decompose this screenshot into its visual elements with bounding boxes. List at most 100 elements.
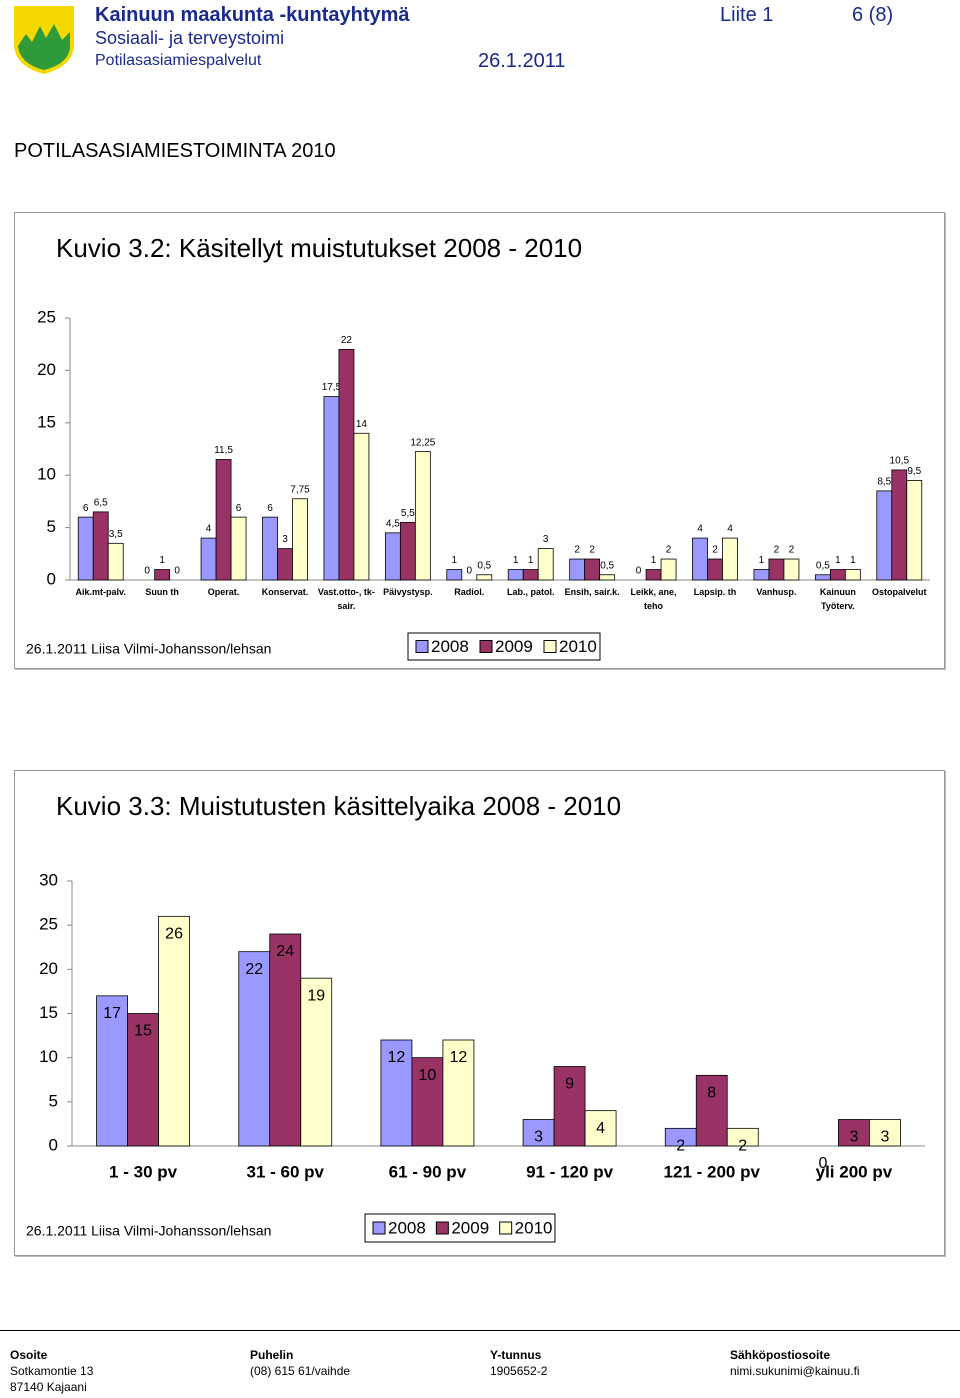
data-label: 22 xyxy=(245,961,263,978)
data-label: 4 xyxy=(596,1120,605,1137)
bar xyxy=(399,521,416,581)
data-label: 0 xyxy=(174,566,180,577)
bar xyxy=(707,558,723,581)
legend-label: 2010 xyxy=(515,1218,553,1237)
x-tick-label: 61 - 90 pv xyxy=(389,1162,467,1181)
data-label: 10,5 xyxy=(890,456,910,467)
x-tick-label-box: Suun th xyxy=(145,587,179,597)
logo xyxy=(14,6,74,74)
bar xyxy=(829,569,846,581)
bar xyxy=(553,1066,586,1147)
data-label: 22 xyxy=(341,335,353,346)
x-tick-label: Aik.mt-palv. xyxy=(75,587,126,597)
footer-rule xyxy=(0,1330,960,1331)
bar xyxy=(411,1057,444,1147)
x-tick-label: Kainuun Työterv. xyxy=(819,587,856,611)
bar xyxy=(353,432,370,581)
bar xyxy=(300,977,333,1147)
data-label: 2 xyxy=(676,1138,685,1155)
data-label: 3,5 xyxy=(109,529,123,540)
bar xyxy=(692,537,708,581)
x-tick-label: Operat. xyxy=(207,587,240,597)
data-label: 1 xyxy=(452,555,458,566)
x-tick-label: Konservat. xyxy=(261,587,309,597)
data-label: 12,25 xyxy=(410,437,435,448)
x-tick-label: 31 - 60 pv xyxy=(247,1162,325,1181)
data-label: 8 xyxy=(707,1085,716,1102)
legend-box xyxy=(407,632,601,661)
y-tick-label: 5 xyxy=(47,517,56,536)
footer-business-id: Y-tunnus 1905652-2 xyxy=(490,1347,547,1379)
bar xyxy=(522,1119,555,1147)
data-label: 6 xyxy=(83,503,89,514)
bar xyxy=(107,542,124,581)
chart-title: Kuvio 3.3: Muistutusten käsittelyaika 20… xyxy=(56,791,621,821)
data-label: 9 xyxy=(565,1076,574,1093)
footer-label: Sähköpostiosoite xyxy=(730,1348,831,1362)
data-label: 3 xyxy=(880,1129,889,1146)
bar xyxy=(569,558,586,581)
data-label: 1 xyxy=(513,555,519,566)
y-tick-label: 15 xyxy=(37,412,56,431)
bar xyxy=(584,558,601,581)
data-label: 12 xyxy=(450,1049,468,1066)
chart: Kuvio 3.3: Muistutusten käsittelyaika 20… xyxy=(26,791,925,1243)
footer-text: Sotkamontie 13 xyxy=(10,1364,94,1378)
footer-address: Osoite Sotkamontie 13 87140 Kajaani xyxy=(10,1347,93,1395)
footer-text: 87140 Kajaani xyxy=(10,1380,87,1394)
bar xyxy=(230,516,247,581)
legend-label: 2009 xyxy=(451,1218,489,1237)
data-label: 8,5 xyxy=(877,477,891,488)
data-label: 17 xyxy=(103,1005,121,1022)
x-tick-label-box: Leikk, ane, teho xyxy=(631,587,677,611)
data-label: 17,5 xyxy=(322,382,342,393)
data-label: 0,5 xyxy=(816,560,830,571)
bar xyxy=(660,558,677,581)
chart-frame xyxy=(14,770,945,1256)
bar xyxy=(869,1119,901,1147)
chart-note: 26.1.2011 Liisa Vilmi-Johansson/lehsan xyxy=(26,1223,271,1239)
bar xyxy=(645,569,662,581)
bar xyxy=(844,569,861,581)
x-tick-label-box: Päivystysp. xyxy=(383,587,433,597)
legend-label: 2009 xyxy=(495,637,533,656)
y-tick-label: 30 xyxy=(39,870,58,889)
data-label: 0 xyxy=(818,1155,827,1172)
legend-swatch xyxy=(435,1221,449,1235)
legend-label: 2010 xyxy=(559,637,597,656)
x-tick-label-box: Lab., patol. xyxy=(507,587,555,597)
data-label: 11,5 xyxy=(214,445,233,456)
data-label: 4 xyxy=(727,524,733,535)
bar xyxy=(906,480,923,581)
bar xyxy=(783,558,800,581)
data-label: 3 xyxy=(282,534,288,545)
bar xyxy=(238,951,271,1147)
x-tick-label: Vanhusp. xyxy=(756,587,797,597)
chart-frame xyxy=(14,212,945,669)
x-tick-label: 1 - 30 pv xyxy=(109,1162,178,1181)
y-tick-label: 20 xyxy=(39,959,58,978)
x-tick-label: Suun th xyxy=(145,587,179,597)
data-label: 3 xyxy=(543,534,549,545)
bar xyxy=(96,995,128,1147)
bar xyxy=(414,451,431,581)
bar xyxy=(200,537,217,581)
data-label: 2 xyxy=(589,545,595,556)
data-label: 2 xyxy=(789,545,795,556)
x-tick-label-box: Konservat. xyxy=(261,587,309,597)
bar xyxy=(269,933,302,1147)
data-label: 10 xyxy=(419,1067,437,1084)
bar xyxy=(838,1119,870,1147)
bar xyxy=(127,1013,159,1147)
data-label: 2 xyxy=(574,545,580,556)
x-tick-label: Päivystysp. xyxy=(383,587,433,597)
y-tick-label: 10 xyxy=(39,1047,58,1066)
bar xyxy=(695,1074,728,1147)
bar xyxy=(814,574,831,581)
chart-note: 26.1.2011 Liisa Vilmi-Johansson/lehsan xyxy=(26,641,271,657)
x-tick-label: Ostopalvelut xyxy=(872,587,927,597)
data-label: 0 xyxy=(144,566,150,577)
data-label: 0,5 xyxy=(477,560,491,571)
chart: Kuvio 3.2: Käsitellyt muistutukset 2008 … xyxy=(26,233,930,661)
